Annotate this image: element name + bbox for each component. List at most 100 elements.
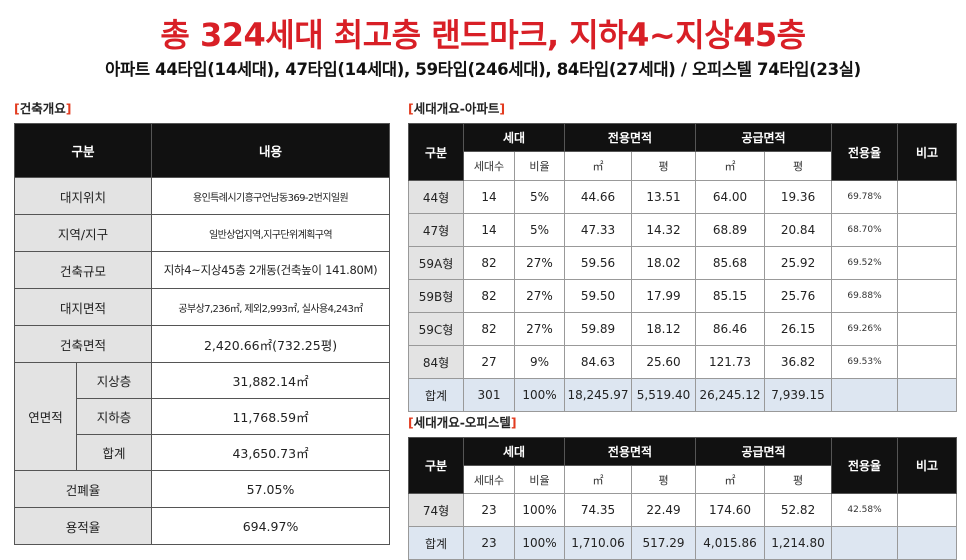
apt-cell-note	[897, 180, 958, 214]
col-header-content: 내용	[151, 123, 391, 178]
off-cell-sup-py: 1,214.80	[764, 526, 833, 560]
apt-cell-share: 100%	[514, 378, 565, 412]
row-value-gross-total: 43,650.73㎡	[151, 434, 391, 471]
apt-cell-ratio	[831, 378, 899, 412]
row-value-coverage: 57.05%	[151, 470, 391, 508]
off-subheader-ex-sqm: ㎡	[564, 465, 632, 494]
off-cell-note	[897, 526, 958, 560]
off-cell-ex-sqm: 1,710.06	[564, 526, 632, 560]
apt-cell-sup-sqm: 121.73	[695, 345, 766, 379]
apt-cell-note	[897, 213, 958, 247]
apt-cell-sup-sqm: 85.15	[695, 279, 766, 313]
apt-cell-type: 합계	[408, 378, 464, 412]
off-subheader-ex-pyeong: 평	[630, 465, 697, 494]
off-subheader-count: 세대수	[463, 465, 515, 494]
apartment-section-title: [세대개요-아파트]	[408, 101, 506, 116]
row-label-above-ground: 지상층	[75, 362, 153, 399]
apt-cell-ex-py: 25.60	[630, 345, 697, 379]
apt-cell-type: 47형	[408, 213, 464, 247]
off-header-category: 구분	[408, 437, 464, 494]
apt-cell-ex-sqm: 59.89	[564, 312, 632, 346]
officetel-units-table: 구분 세대 전용면적 공급면적 전용율 비고 세대수 비율 ㎡ 평 ㎡ 평 74…	[408, 437, 958, 560]
row-value-scale: 지하4~지상45층 2개동(건축높이 141.80M)	[151, 251, 391, 289]
apt-cell-ex-py: 18.12	[630, 312, 697, 346]
apt-cell-ex-py: 14.32	[630, 213, 697, 247]
apt-cell-note	[897, 312, 958, 346]
apt-header-category: 구분	[408, 123, 464, 181]
apt-cell-count: 14	[463, 180, 515, 214]
apt-cell-share: 27%	[514, 246, 565, 280]
row-label-site-location: 대지위치	[13, 177, 153, 215]
subheadline: 아파트 44타입(14세대), 47타입(14세대), 59타입(246세대),…	[105, 60, 861, 79]
apt-cell-sup-py: 7,939.15	[764, 378, 833, 412]
apt-subheader-count: 세대수	[463, 151, 515, 181]
off-cell-sup-sqm: 174.60	[695, 493, 766, 527]
off-cell-sup-sqm: 4,015.86	[695, 526, 766, 560]
apt-cell-share: 27%	[514, 312, 565, 346]
building-overview-table: 구분 내용 대지위치 용인특례시기흥구언남동369-2번지일원 지역/지구 일반…	[13, 123, 391, 545]
apt-subheader-ex-pyeong: 평	[630, 151, 697, 181]
apt-cell-ratio: 68.70%	[831, 213, 899, 247]
apt-header-exclusive: 전용면적	[563, 123, 697, 152]
apt-cell-ex-sqm: 59.56	[564, 246, 632, 280]
apt-cell-type: 84형	[408, 345, 464, 379]
row-label-gross-floor: 연면적	[14, 362, 77, 471]
apt-cell-share: 5%	[514, 213, 565, 247]
row-value-below-ground: 11,768.59㎡	[151, 398, 391, 435]
apt-subheader-sup-pyeong: 평	[764, 151, 833, 181]
off-cell-ex-py: 22.49	[630, 493, 697, 527]
off-cell-type: 합계	[408, 526, 464, 560]
row-label-building-area: 건축면적	[13, 325, 153, 363]
apt-cell-type: 59C형	[408, 312, 464, 346]
apt-cell-sup-sqm: 26,245.12	[695, 378, 766, 412]
apt-cell-note	[897, 378, 958, 412]
apt-cell-ex-sqm: 59.50	[564, 279, 632, 313]
row-value-site-location: 용인특례시기흥구언남동369-2번지일원	[151, 177, 391, 215]
apt-cell-count: 82	[463, 312, 515, 346]
apt-cell-ratio: 69.53%	[831, 345, 899, 379]
apt-cell-ratio: 69.52%	[831, 246, 899, 280]
apt-cell-note	[897, 246, 958, 280]
table-row: 47형 14 5% 47.33 14.32 68.89 20.84 68.70%	[408, 213, 958, 247]
row-value-building-area: 2,420.66㎡(732.25평)	[151, 325, 391, 363]
table-row: 84형 27 9% 84.63 25.60 121.73 36.82 69.53%	[408, 345, 958, 379]
off-header-ratio: 전용율	[831, 437, 899, 494]
apt-header-units: 세대	[463, 123, 565, 152]
apt-cell-sup-py: 19.36	[764, 180, 833, 214]
apartment-units-table: 구분 세대 전용면적 공급면적 전용율 비고 세대수 비율 ㎡ 평 ㎡ 평 44…	[408, 123, 958, 412]
apt-cell-count: 82	[463, 246, 515, 280]
col-header-category: 구분	[13, 123, 153, 178]
apt-cell-sup-sqm: 85.68	[695, 246, 766, 280]
off-cell-ratio	[831, 526, 899, 560]
apt-cell-ex-py: 18.02	[630, 246, 697, 280]
off-subheader-sup-sqm: ㎡	[695, 465, 766, 494]
off-header-note: 비고	[897, 437, 958, 494]
off-cell-ex-py: 517.29	[630, 526, 697, 560]
row-label-coverage: 건폐율	[13, 470, 153, 508]
apt-cell-sup-py: 25.76	[764, 279, 833, 313]
off-cell-ratio: 42.58%	[831, 493, 899, 527]
apt-cell-ex-py: 5,519.40	[630, 378, 697, 412]
off-cell-count: 23	[463, 526, 515, 560]
apt-cell-count: 27	[463, 345, 515, 379]
apt-cell-ex-sqm: 47.33	[564, 213, 632, 247]
row-label-below-ground: 지하층	[75, 398, 153, 435]
apt-cell-share: 9%	[514, 345, 565, 379]
apt-cell-share: 27%	[514, 279, 565, 313]
apt-cell-sup-py: 36.82	[764, 345, 833, 379]
apt-cell-sup-py: 25.92	[764, 246, 833, 280]
apt-cell-ex-py: 17.99	[630, 279, 697, 313]
off-header-supply: 공급면적	[695, 437, 833, 466]
row-value-site-area: 공부상7,236㎡, 제외2,993㎡, 실사용4,243㎡	[151, 288, 391, 326]
apt-cell-ratio: 69.78%	[831, 180, 899, 214]
row-label-zone: 지역/지구	[13, 214, 153, 252]
apt-subheader-ex-sqm: ㎡	[564, 151, 632, 181]
apt-cell-count: 301	[463, 378, 515, 412]
apt-cell-sup-sqm: 86.46	[695, 312, 766, 346]
apt-cell-ex-sqm: 44.66	[564, 180, 632, 214]
apt-header-supply: 공급면적	[695, 123, 833, 152]
apt-subheader-share: 비율	[514, 151, 565, 181]
apt-cell-type: 59A형	[408, 246, 464, 280]
apt-total-row: 합계 301 100% 18,245.97 5,519.40 26,245.12 7,939…	[408, 378, 958, 412]
apt-cell-type: 44형	[408, 180, 464, 214]
